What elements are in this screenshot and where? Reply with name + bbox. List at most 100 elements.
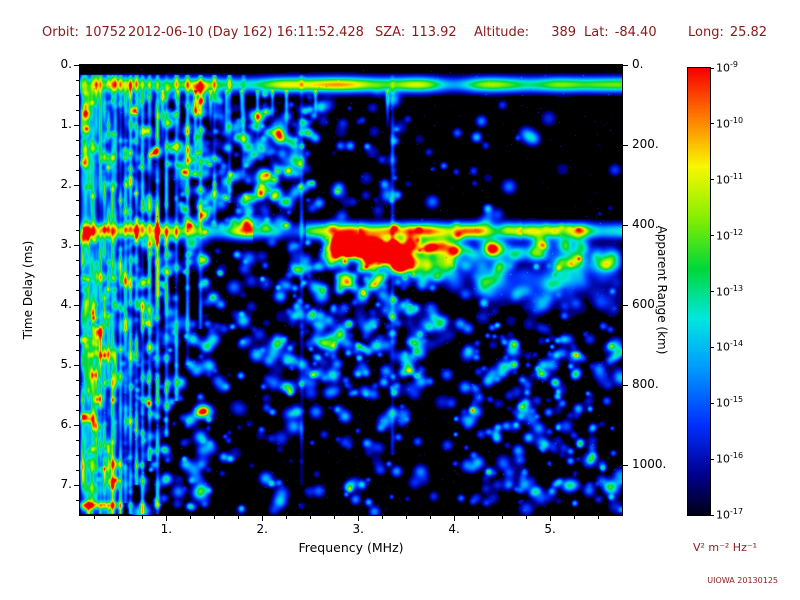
y-minor-tick xyxy=(76,229,79,231)
spectrogram-canvas xyxy=(80,65,622,515)
header-info: Orbit: 10752 2012-06-10 (Day 162) 16:11:5… xyxy=(0,25,800,43)
colorbar-tick-label: 10-13 xyxy=(716,283,744,299)
altitude-field: Altitude: 389 xyxy=(474,25,576,40)
colorbar-tick-label: 10-10 xyxy=(716,115,744,131)
y2-tick-label: 1000. xyxy=(632,457,667,471)
x-tick xyxy=(549,516,551,521)
y-minor-tick xyxy=(76,289,79,291)
y-tick-label: 1. xyxy=(60,117,72,131)
y-tick xyxy=(74,124,79,126)
y-minor-tick xyxy=(76,274,79,276)
x-minor-tick xyxy=(189,516,191,519)
colorbar-unit-label: V² m⁻² Hz⁻¹ xyxy=(692,541,758,554)
colorbar-tick xyxy=(710,514,714,516)
y-tick xyxy=(74,484,79,486)
y-minor-tick xyxy=(76,394,79,396)
x-tick xyxy=(453,516,455,521)
lat-value: -84.40 xyxy=(614,25,657,40)
altitude-value: 389 xyxy=(551,25,577,40)
colorbar-tick xyxy=(710,346,714,348)
x-tick xyxy=(261,516,263,521)
y-minor-tick xyxy=(76,454,79,456)
y2-tick xyxy=(623,384,628,386)
y2-tick-label: 400. xyxy=(632,217,659,231)
y-minor-tick xyxy=(76,409,79,411)
colorbar-tick-label: 10-17 xyxy=(716,507,744,522)
y-tick-label: 3. xyxy=(60,237,72,251)
x-minor-tick xyxy=(333,516,335,519)
long-value: 25.82 xyxy=(729,25,768,40)
y-minor-tick xyxy=(76,349,79,351)
lat-field: Lat: -84.40 xyxy=(584,25,657,40)
colorbar-tick xyxy=(710,291,714,292)
x-tick-label: 4. xyxy=(448,522,460,536)
colorbar-tick xyxy=(710,402,714,404)
x-minor-tick xyxy=(237,516,239,519)
y2-tick xyxy=(623,464,628,466)
y-tick-label: 2. xyxy=(60,177,72,191)
x-minor-tick xyxy=(381,516,383,519)
colorbar-tick xyxy=(710,458,714,460)
y2-tick xyxy=(623,144,628,146)
y2-tick xyxy=(623,224,628,226)
y-minor-tick xyxy=(76,439,79,441)
x-axis-title: Frequency (MHz) xyxy=(298,540,404,555)
y-minor-tick xyxy=(76,469,79,471)
orbit-field: Orbit: 10752 xyxy=(42,25,126,40)
y-minor-tick xyxy=(76,169,79,171)
lat-label: Lat: xyxy=(584,25,609,40)
colorbar-canvas xyxy=(688,68,710,515)
x-minor-tick xyxy=(213,516,215,519)
colorbar-tick-label: 10-14 xyxy=(716,339,744,355)
y-tick xyxy=(74,64,79,66)
colorbar-tick-label: 10-15 xyxy=(716,395,744,410)
y2-tick xyxy=(623,304,628,306)
y-tick-label: 4. xyxy=(60,297,72,311)
y-axis-title-right: Apparent Range (km) xyxy=(655,225,669,355)
y-tick-label: 7. xyxy=(60,477,72,491)
x-minor-tick xyxy=(285,516,287,519)
colorbar-tick xyxy=(710,67,714,69)
x-tick-label: 1. xyxy=(160,522,173,536)
x-tick-label: 2. xyxy=(256,522,268,536)
long-field: Long: 25.82 xyxy=(688,25,767,40)
y2-tick xyxy=(623,64,628,66)
colorbar-tick-label: 10-12 xyxy=(716,227,744,243)
orbit-label: Orbit: xyxy=(42,25,79,40)
colorbar-tick xyxy=(710,179,714,181)
x-minor-tick xyxy=(597,516,599,519)
x-minor-tick xyxy=(405,516,407,519)
altitude-label: Altitude: xyxy=(474,25,530,40)
x-minor-tick xyxy=(309,516,311,519)
y-minor-tick xyxy=(76,334,79,336)
y-tick xyxy=(74,364,79,366)
sza-value: 113.92 xyxy=(411,25,457,40)
credit-text: UIOWA 20130125 xyxy=(707,576,778,585)
y-minor-tick xyxy=(76,319,79,321)
colorbar-tick xyxy=(710,235,714,237)
y-minor-tick xyxy=(76,499,79,501)
colorbar-tick-label: 10-11 xyxy=(716,171,744,187)
x-minor-tick xyxy=(429,516,431,519)
x-tick-label: 5. xyxy=(544,522,556,536)
y-minor-tick xyxy=(76,79,79,81)
x-minor-tick xyxy=(93,516,95,519)
y-tick xyxy=(74,424,79,426)
x-tick-label: 3. xyxy=(352,522,364,536)
datetime-value: 2012-06-10 (Day 162) 16:11:52.428 xyxy=(128,25,364,40)
plot-area xyxy=(79,64,623,516)
y-tick xyxy=(74,304,79,306)
y2-tick-label: 0. xyxy=(632,57,644,71)
y-tick-label: 0. xyxy=(60,57,72,71)
y-axis-title-left: Time Delay (ms) xyxy=(21,240,35,340)
colorbar-tick-label: 10-9 xyxy=(716,60,738,75)
y-minor-tick xyxy=(76,199,79,201)
y-minor-tick xyxy=(76,109,79,111)
x-tick xyxy=(357,516,359,521)
x-minor-tick xyxy=(501,516,503,519)
y-minor-tick xyxy=(76,154,79,156)
colorbar xyxy=(687,67,711,516)
y-minor-tick xyxy=(76,259,79,261)
y-tick-label: 5. xyxy=(60,357,72,371)
